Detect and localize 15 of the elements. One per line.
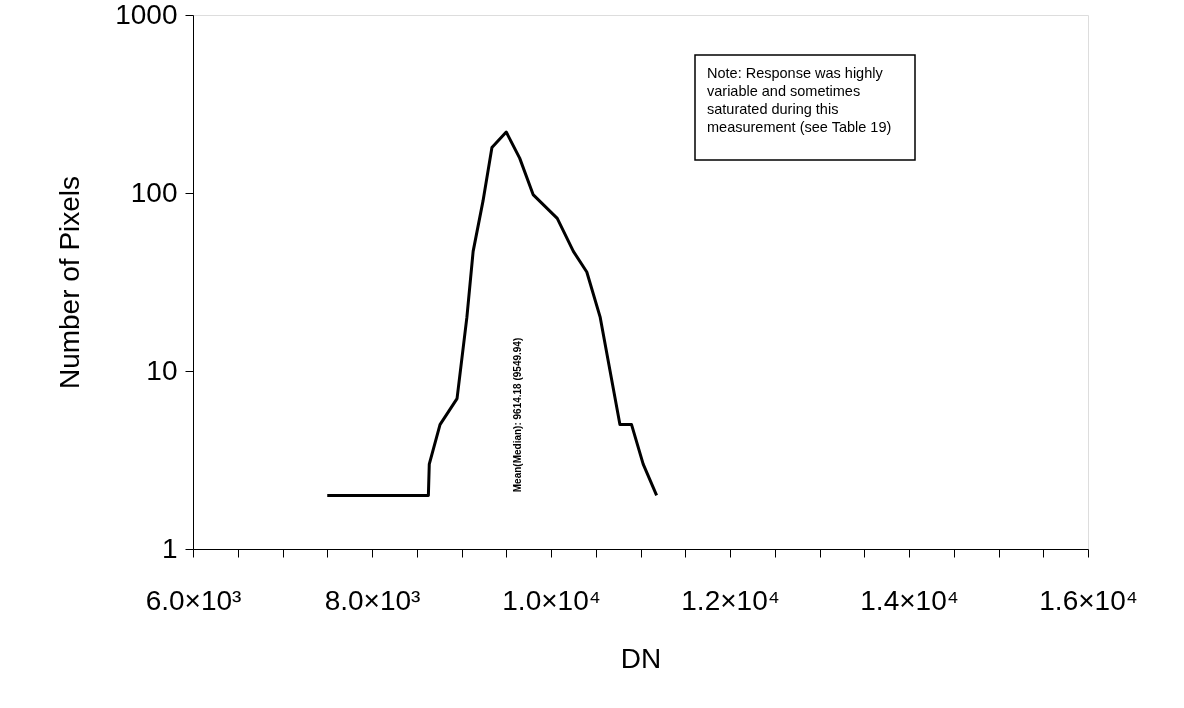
annotation: Note: Response was highly variable and sometimes saturated during this measurement (see Table 19) (707, 65, 892, 135)
y-tick-label: 100 (130, 176, 178, 208)
line-series (325, 130, 659, 497)
x-tick-label: 8.0×10³ (324, 584, 421, 616)
x-tick-label: 1.6×10⁴ (1039, 584, 1138, 616)
y-tick-label: 1000 (115, 0, 178, 30)
x-tick-label: 1.0×10⁴ (502, 584, 601, 616)
y-axis-title: Number of Pixels (54, 175, 86, 390)
x-axis-title: DN (620, 642, 662, 674)
annotation: Mean(Median): 9614.18 (9549.94) (512, 337, 523, 493)
y-tick-label: 1 (161, 532, 178, 564)
x-tick-label: 6.0×10³ (145, 584, 242, 616)
y-tick-label: 10 (146, 354, 178, 386)
x-tick-label: 1.2×10⁴ (681, 584, 780, 616)
x-tick-label: 1.4×10⁴ (860, 584, 959, 616)
